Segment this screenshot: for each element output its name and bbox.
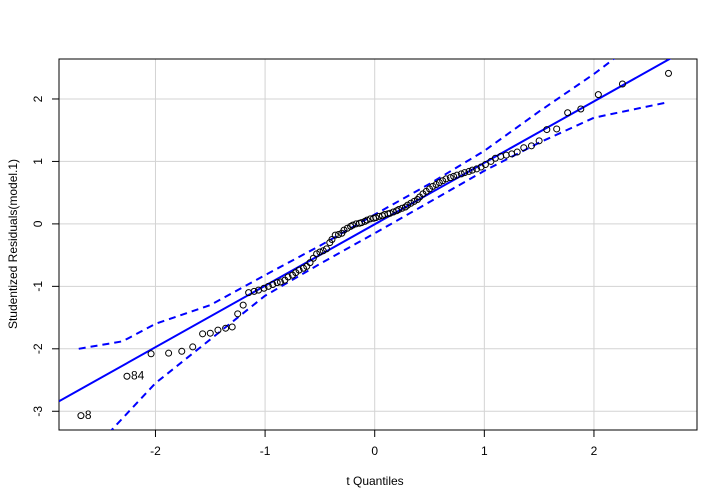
point	[481, 161, 489, 169]
x-tick-label: -1	[260, 444, 271, 458]
reference-line	[59, 59, 672, 403]
point	[269, 280, 277, 288]
x-tick-label: 0	[371, 444, 378, 458]
point-label: 8	[85, 408, 92, 422]
point	[389, 208, 397, 216]
point	[618, 80, 626, 88]
y-tick-label: 2	[31, 95, 45, 102]
point	[461, 169, 469, 177]
y-tick-label: 0	[31, 220, 45, 227]
point	[468, 166, 476, 174]
point	[273, 279, 281, 287]
plot-area	[59, 59, 672, 430]
point	[228, 323, 236, 331]
point	[239, 301, 247, 309]
y-tick-label: -2	[31, 343, 45, 354]
point	[264, 282, 272, 290]
point	[564, 109, 572, 117]
point	[234, 310, 242, 318]
point	[520, 144, 528, 152]
point	[199, 330, 207, 338]
confidence-envelope	[110, 101, 669, 430]
point	[553, 125, 561, 133]
point	[401, 203, 409, 211]
point	[250, 287, 258, 295]
point	[594, 91, 602, 99]
point	[178, 347, 186, 355]
point	[664, 69, 672, 77]
point-label: 84	[131, 368, 145, 382]
point	[442, 175, 450, 183]
point	[260, 284, 268, 292]
x-tick-label: 1	[481, 444, 488, 458]
point	[222, 324, 230, 332]
point	[577, 105, 585, 113]
confidence-envelope	[78, 59, 616, 350]
point	[123, 372, 131, 380]
point	[386, 209, 394, 217]
point	[349, 221, 357, 229]
point	[543, 126, 551, 134]
point	[465, 167, 473, 175]
point	[358, 219, 366, 227]
point	[189, 343, 197, 351]
point	[206, 329, 214, 337]
point	[335, 231, 343, 239]
x-axis-label: t Quantiles	[346, 474, 403, 488]
point	[306, 259, 314, 267]
point	[457, 170, 465, 178]
point	[276, 278, 284, 286]
y-tick-label: -3	[31, 406, 45, 417]
point	[535, 137, 543, 145]
point	[295, 266, 303, 274]
point	[214, 326, 222, 334]
point	[453, 171, 461, 179]
point	[473, 165, 481, 173]
y-tick-label: 1	[31, 158, 45, 165]
point	[284, 273, 292, 281]
point	[328, 236, 336, 244]
y-axis-label: Studentized Residuals(model.1)	[6, 159, 20, 329]
point	[398, 204, 406, 212]
x-tick-label: 2	[591, 444, 598, 458]
x-tick-label: -2	[150, 444, 161, 458]
point	[77, 412, 85, 420]
point	[446, 174, 454, 182]
point	[513, 148, 521, 156]
y-tick-label: -1	[31, 281, 45, 292]
plot-frame	[58, 58, 698, 431]
point	[372, 214, 380, 222]
point	[395, 206, 403, 214]
point	[450, 172, 458, 180]
point	[147, 350, 155, 358]
point	[527, 142, 535, 150]
point	[316, 248, 324, 256]
point	[322, 245, 330, 253]
point	[309, 254, 317, 262]
point	[165, 349, 173, 357]
point	[363, 216, 371, 224]
point	[331, 231, 339, 239]
